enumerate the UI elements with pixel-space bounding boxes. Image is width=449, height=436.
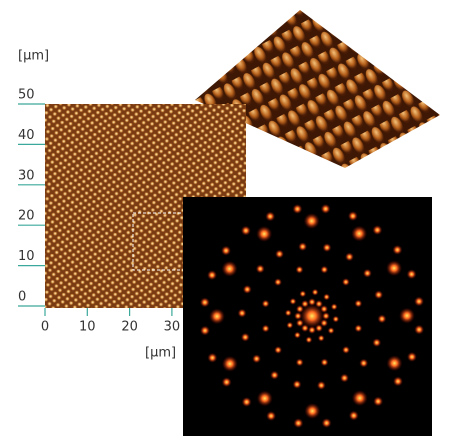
fft-spot bbox=[349, 411, 359, 421]
fft-spot bbox=[222, 356, 238, 372]
fft-spot bbox=[322, 243, 331, 252]
fft-spot bbox=[354, 299, 362, 307]
fft-spot bbox=[294, 332, 301, 339]
fft-spot bbox=[342, 346, 350, 354]
fft-spot bbox=[256, 264, 265, 273]
fft-spot bbox=[317, 381, 326, 390]
fft-spot bbox=[292, 204, 302, 214]
fft-spot bbox=[328, 327, 335, 334]
fft-spot bbox=[320, 266, 328, 274]
fft-spot bbox=[342, 278, 350, 286]
fft-spot bbox=[286, 322, 293, 329]
x-tick-label: 0 bbox=[41, 320, 49, 335]
fft-spot bbox=[304, 213, 320, 229]
fft-spot bbox=[209, 308, 225, 324]
fft-spot bbox=[222, 261, 238, 277]
x-tick-label: 10 bbox=[79, 320, 96, 335]
fft-spot bbox=[374, 290, 383, 299]
fft-spot bbox=[241, 226, 251, 236]
fft-spot bbox=[372, 225, 382, 235]
fft-spot bbox=[354, 324, 362, 332]
fft-spot bbox=[256, 226, 272, 242]
fft-spot bbox=[359, 359, 368, 368]
fft-spot bbox=[414, 325, 424, 335]
y-tick-label: 40 bbox=[18, 128, 35, 143]
y-tick-label: 0 bbox=[18, 290, 26, 305]
fft-spot bbox=[318, 335, 325, 342]
fft-spot bbox=[363, 269, 372, 278]
fft-spot bbox=[299, 290, 306, 297]
fft-spot bbox=[293, 418, 303, 428]
fft-spot bbox=[252, 354, 261, 363]
figure: [μm] [μm] 0 10 20 30 40 50 0 10 20 30 bbox=[0, 0, 449, 436]
fft-spot bbox=[399, 308, 415, 324]
x-tick-label: 20 bbox=[121, 320, 138, 335]
fft-spot bbox=[275, 249, 284, 258]
fft-spot bbox=[298, 242, 307, 251]
y-tick-label: 50 bbox=[18, 88, 35, 103]
fft-spot bbox=[200, 297, 210, 307]
fft-spot bbox=[323, 293, 330, 300]
fft-spot bbox=[200, 326, 210, 336]
fft-spot bbox=[293, 380, 302, 389]
y-tick-label: 20 bbox=[18, 209, 35, 224]
fft-spot bbox=[352, 390, 368, 406]
fft-spot bbox=[257, 390, 273, 406]
fft-spot bbox=[392, 245, 402, 255]
y-tick-label: 10 bbox=[18, 249, 35, 264]
fft-spot bbox=[345, 252, 354, 261]
fft-spot bbox=[407, 269, 417, 279]
fft-spot bbox=[393, 376, 403, 386]
fft-center bbox=[300, 304, 324, 328]
fft-spot bbox=[348, 211, 358, 221]
fft-spot bbox=[296, 358, 304, 366]
fft-spot bbox=[321, 204, 331, 214]
fft-spot bbox=[270, 371, 279, 380]
fft-spot bbox=[207, 270, 217, 280]
fft-spot bbox=[407, 352, 417, 362]
fft-spot bbox=[265, 211, 275, 221]
fft-spot bbox=[285, 309, 292, 316]
x-axis-label: [μm] bbox=[145, 346, 176, 361]
fft-spot bbox=[242, 397, 252, 407]
fft-spot bbox=[289, 298, 296, 305]
fft-spot bbox=[295, 266, 303, 274]
fft-spot bbox=[377, 314, 386, 323]
fft-spot bbox=[243, 285, 252, 294]
fft-image bbox=[183, 197, 432, 436]
fft-spot bbox=[305, 336, 312, 343]
fft-spot bbox=[372, 338, 381, 347]
fft-spot bbox=[351, 226, 367, 242]
fft-spot bbox=[274, 346, 282, 354]
fft-spot bbox=[266, 411, 276, 421]
y-tick-label: 30 bbox=[18, 168, 35, 183]
fft-spot bbox=[386, 355, 402, 371]
fft-spot bbox=[386, 260, 402, 276]
fft-spot bbox=[312, 289, 319, 296]
fft-spot bbox=[222, 377, 232, 387]
fft-spot bbox=[238, 309, 247, 318]
fft-spot bbox=[304, 403, 320, 419]
fft-spot bbox=[322, 418, 332, 428]
fft-spot bbox=[262, 300, 270, 308]
y-axis-label: [μm] bbox=[18, 49, 49, 64]
fft-spot bbox=[241, 333, 250, 342]
fft-spot bbox=[207, 353, 217, 363]
fft-spot bbox=[262, 325, 270, 333]
fft-spot bbox=[373, 396, 383, 406]
fft-spot bbox=[331, 303, 338, 310]
fft-spot bbox=[414, 296, 424, 306]
fft-spot bbox=[321, 358, 329, 366]
fft-spot bbox=[274, 278, 282, 286]
fft-spot bbox=[340, 374, 349, 383]
fft-spot bbox=[221, 246, 231, 256]
fft-spot bbox=[332, 316, 339, 323]
x-tick-label: 30 bbox=[164, 320, 181, 335]
